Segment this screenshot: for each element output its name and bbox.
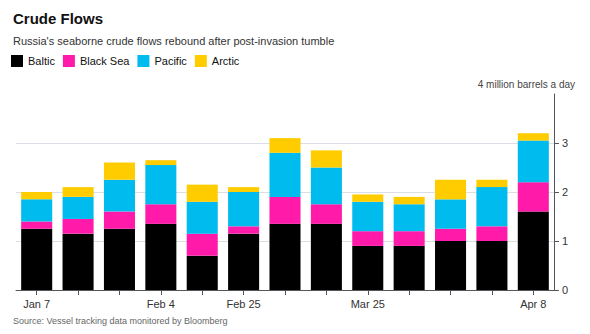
svg-text:0: 0 xyxy=(562,284,568,296)
svg-text:4 million barrels a day: 4 million barrels a day xyxy=(478,79,575,90)
svg-text:Feb 25: Feb 25 xyxy=(226,298,260,310)
svg-text:Arctic: Arctic xyxy=(212,55,240,67)
svg-text:Baltic: Baltic xyxy=(28,55,55,67)
svg-text:Apr 8: Apr 8 xyxy=(520,298,546,310)
svg-text:1: 1 xyxy=(562,235,568,247)
svg-text:Jan 7: Jan 7 xyxy=(23,298,50,310)
svg-text:Crude Flows: Crude Flows xyxy=(13,10,103,27)
svg-text:Russia's seaborne crude flows: Russia's seaborne crude flows rebound af… xyxy=(13,35,334,47)
svg-text:3: 3 xyxy=(562,137,568,149)
svg-text:Black Sea: Black Sea xyxy=(80,55,130,67)
svg-text:2: 2 xyxy=(562,186,568,198)
svg-text:Feb 4: Feb 4 xyxy=(147,298,175,310)
svg-text:Pacific: Pacific xyxy=(154,55,187,67)
svg-text:Source: Vessel tracking data m: Source: Vessel tracking data monitored b… xyxy=(13,316,228,326)
svg-text:Mar 25: Mar 25 xyxy=(351,298,385,310)
